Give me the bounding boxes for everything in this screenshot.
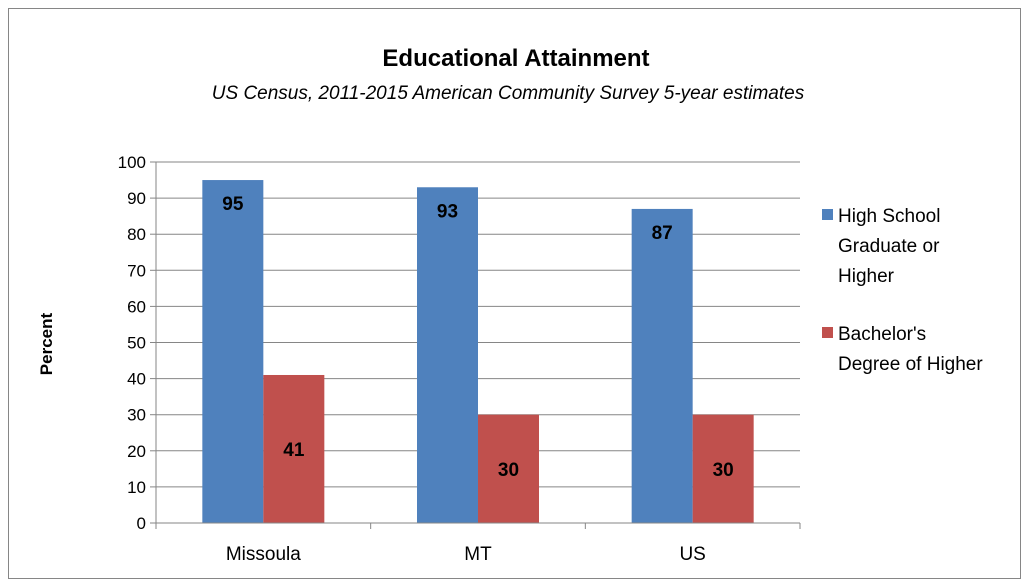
y-tick-label: 10 <box>127 478 146 497</box>
legend-label: High School <box>838 206 940 227</box>
y-tick-label: 80 <box>127 225 146 244</box>
y-tick-label: 40 <box>127 370 146 389</box>
legend-swatch <box>822 209 833 220</box>
data-label: 30 <box>498 460 519 481</box>
legend-label: Bachelor's <box>838 324 926 345</box>
data-label: 95 <box>222 194 244 215</box>
legend: High School Graduate or Higher Bachelor's De… <box>822 206 983 375</box>
bar <box>417 187 478 523</box>
chart-title: Educational Attainment <box>382 45 649 72</box>
y-tick-label: 100 <box>118 153 146 172</box>
data-label: 93 <box>437 201 458 222</box>
y-tick-label: 50 <box>127 334 146 353</box>
y-tick-label: 90 <box>127 189 146 208</box>
x-category-label: Missoula <box>226 544 301 565</box>
y-tick-label: 20 <box>127 442 146 461</box>
y-tick-label: 70 <box>127 261 146 280</box>
legend-swatch <box>822 327 833 338</box>
chart-subtitle: US Census, 2011-2015 American Community … <box>212 83 805 104</box>
legend-label: Higher <box>838 266 895 287</box>
data-label: 30 <box>713 460 734 481</box>
bar <box>478 414 539 523</box>
y-tick-label: 0 <box>137 514 146 533</box>
data-label: 87 <box>652 223 673 244</box>
bar <box>202 180 264 524</box>
x-category-label: US <box>679 544 705 565</box>
data-label: 41 <box>283 440 305 461</box>
legend-label: Graduate or <box>838 236 940 257</box>
legend-label: Degree of Higher <box>838 354 983 375</box>
y-tick-label: 60 <box>127 297 146 316</box>
y-tick-label: 30 <box>127 406 146 425</box>
bar <box>263 374 325 523</box>
bar <box>692 414 754 523</box>
bar <box>631 208 693 523</box>
x-category-label: MT <box>464 544 492 565</box>
y-axis-label: Percent <box>37 312 56 375</box>
axes: 0 10 20 30 40 50 60 70 80 90 100 Missoula MT US <box>118 153 801 565</box>
bars: 95 41 93 30 87 30 <box>202 180 754 524</box>
